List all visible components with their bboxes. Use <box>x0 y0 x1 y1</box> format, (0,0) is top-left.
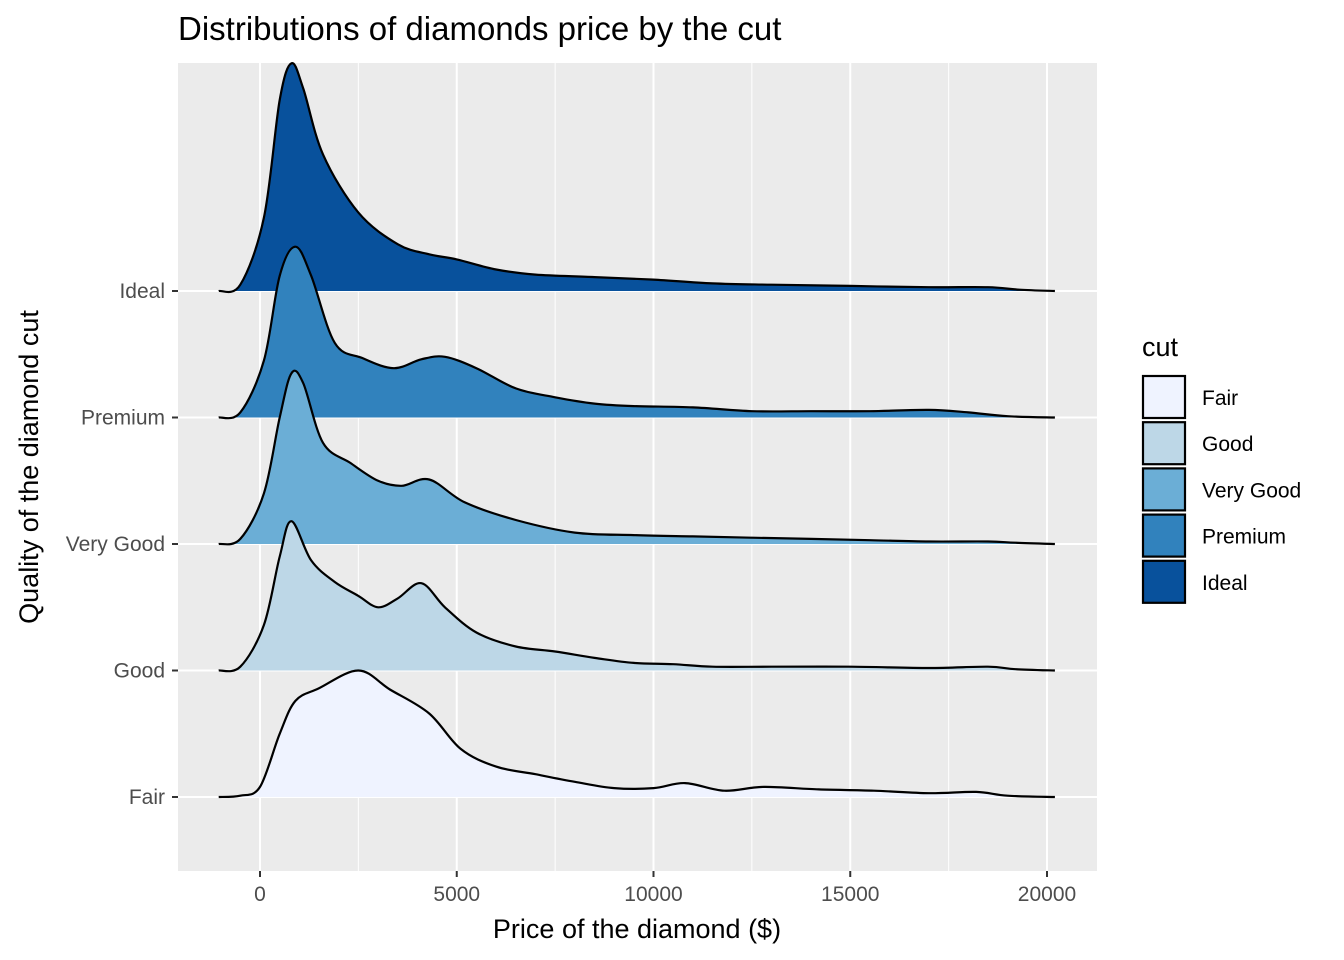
x-axis-title: Price of the diamond ($) <box>493 914 781 944</box>
legend-swatch <box>1141 513 1187 558</box>
ridge-outline <box>218 62 1055 294</box>
ridge-area <box>218 670 1055 797</box>
y-axis-title: Quality of the diamond cut <box>14 310 44 624</box>
ridge-area <box>218 521 1055 672</box>
ridge-very-good <box>218 369 1055 546</box>
y-tick-label: Premium <box>81 407 165 430</box>
y-tick-label: Ideal <box>119 280 165 303</box>
legend-label: Fair <box>1202 387 1238 410</box>
y-tick-label: Fair <box>129 786 165 809</box>
ridge-area <box>218 246 1055 419</box>
legend-label: Ideal <box>1202 572 1248 595</box>
chart-title: Distributions of diamonds price by the c… <box>178 10 781 47</box>
y-tick-label: Good <box>114 660 165 683</box>
ridges <box>218 62 1055 799</box>
ridge-good <box>218 520 1055 673</box>
y-axis: Fair Good Very Good Premium Ideal <box>66 280 178 809</box>
x-tick-label: 10000 <box>624 883 682 906</box>
ridge-area <box>218 370 1055 545</box>
legend-swatch <box>1141 421 1187 466</box>
ridge-outline <box>218 245 1055 420</box>
x-tick-label: 5000 <box>433 883 480 906</box>
x-tick-label: 15000 <box>821 883 879 906</box>
x-tick-label: 0 <box>254 883 266 906</box>
legend-swatch <box>1141 374 1187 420</box>
legend-swatch <box>1141 467 1187 512</box>
ridge-outline <box>218 369 1055 546</box>
y-tick-label: Very Good <box>66 533 165 556</box>
ridge-outline <box>218 520 1055 673</box>
legend-label: Premium <box>1202 526 1286 549</box>
legend: cut Fair Good Very Good Premium Ideal <box>1141 332 1301 604</box>
x-axis: 0 5000 10000 15000 20000 <box>254 871 1076 906</box>
x-tick-label: 20000 <box>1018 883 1076 906</box>
ridge-outline <box>218 669 1055 799</box>
legend-label: Very Good <box>1202 479 1301 502</box>
ridge-premium <box>218 245 1055 420</box>
legend-title: cut <box>1142 332 1179 362</box>
ridge-fair <box>218 669 1055 799</box>
legend-swatch <box>1141 559 1187 604</box>
legend-label: Good <box>1202 433 1253 456</box>
